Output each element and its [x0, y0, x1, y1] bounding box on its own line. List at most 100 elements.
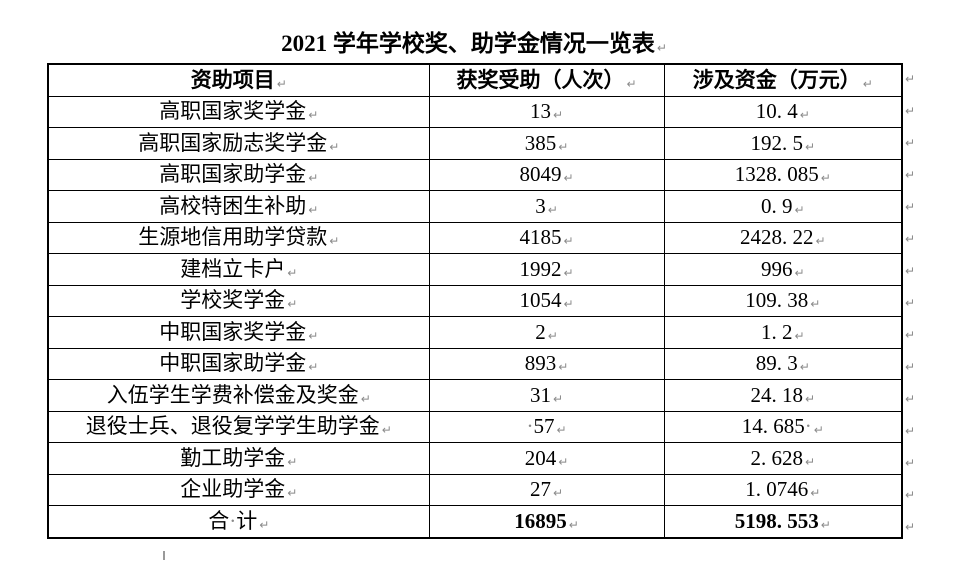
table-row: 高职国家励志奖学金 ↵ 385 ↵ 192. 5 ↵ — [47, 127, 903, 160]
item-cell-text: 中职国家奖学金 — [159, 319, 307, 344]
count-cell: 204 ↵ — [428, 442, 665, 475]
end-of-cell-icon: ↵ — [552, 108, 564, 123]
table-row: 中职国家助学金 ↵ 893 ↵ 89. 3 ↵ — [47, 347, 903, 380]
amount-cell-text: 192. 5 — [750, 130, 803, 155]
end-of-row-icon: ↵ — [905, 296, 916, 310]
table-row: 高职国家助学金 ↵ 8049 ↵ 1328. 085 ↵ — [47, 158, 903, 191]
amount-cell: 24. 18 ↵ — [663, 379, 903, 412]
table-row: 退役士兵、退役复学学生助学金 ↵ ·57 ↵ 14. 685· ↵ — [47, 410, 903, 443]
amount-cell-text: 109. 38 — [745, 288, 809, 313]
amount-cell-text: 5198. 553 — [734, 508, 819, 533]
end-of-row-icon: ↵ — [905, 456, 916, 470]
end-of-cell-icon: ↵ — [558, 139, 569, 154]
end-of-cell-icon: ↵ — [563, 265, 574, 280]
table-row: 学校奖学金 ↵ 1054 ↵ 109. 38 ↵ — [47, 284, 903, 317]
item-cell: 中职国家奖学金 ↵ — [47, 316, 430, 349]
end-of-row-icon: ↵ — [905, 232, 916, 246]
item-cell-text: 企业助学金 — [180, 477, 286, 502]
count-cell-text: 1992 — [519, 256, 562, 281]
end-of-cell-icon: ↵ — [276, 76, 287, 91]
amount-cell-text: 10. 4 — [755, 99, 798, 124]
count-cell-text: 3 — [535, 193, 546, 218]
item-cell: 合·计 ↵ — [47, 505, 430, 538]
table-row: 入伍学生学费补偿金及奖金 ↵ 31 ↵ 24. 18 ↵ — [47, 379, 903, 412]
item-cell: 建档立卡户 ↵ — [47, 253, 430, 286]
page-title: 2021 学年学校奖、助学金情况一览表 ↵ — [47, 24, 901, 58]
table-body: 高职国家奖学金 ↵ 13 ↵ 10. 4 ↵ 高职国家励志奖学金 ↵ 385 ↵ 192. 5 ↵ 高职… — [47, 95, 903, 538]
count-cell-text: 8049 — [519, 162, 562, 187]
table-row: 合·计 ↵ 16895 ↵ 5198. 553 ↵ — [47, 505, 903, 538]
end-of-cell-icon: ↵ — [287, 265, 298, 280]
amount-cell-text: 14. 685· — [741, 414, 812, 439]
item-cell: 高职国家励志奖学金 ↵ — [47, 127, 430, 160]
item-cell: 学校奖学金 ↵ — [47, 284, 430, 317]
end-of-cell-icon: ↵ — [794, 202, 805, 217]
column-header-amount-label: 涉及资金（万元） — [692, 67, 861, 92]
amount-cell-text: 996 — [760, 256, 793, 281]
item-cell-text: 高职国家励志奖学金 — [138, 130, 328, 155]
end-of-cell-icon: ↵ — [862, 76, 873, 91]
item-cell-text: 建档立卡户 — [180, 256, 286, 281]
count-cell-text: 2 — [535, 319, 546, 344]
amount-cell: 1. 0746 ↵ — [663, 473, 903, 506]
amount-cell-text: 2428. 22 — [739, 225, 814, 250]
amount-cell-text: 1328. 085 — [734, 162, 819, 187]
end-of-cell-icon: ↵ — [563, 234, 574, 249]
end-of-cell-icon: ↵ — [329, 234, 340, 249]
end-of-cell-icon: ↵ — [547, 202, 558, 217]
count-cell: 1992 ↵ — [428, 253, 665, 286]
count-cell: ·57 ↵ — [428, 410, 665, 443]
end-of-row-icon: ↵ — [905, 520, 916, 534]
amount-cell-text: 2. 628 — [750, 445, 803, 470]
column-header-count: 获奖受助（人次） ↵ — [428, 63, 665, 97]
end-of-cell-icon: ↵ — [308, 328, 319, 343]
end-of-cell-icon: ↵ — [308, 171, 319, 186]
count-cell-text: 1054 — [519, 288, 562, 313]
end-of-cell-icon: ↵ — [810, 486, 821, 501]
count-cell: 4185 ↵ — [428, 221, 665, 254]
end-of-cell-icon: ↵ — [794, 265, 805, 280]
end-of-cell-icon: ↵ — [563, 171, 574, 186]
end-of-cell-icon: ↵ — [259, 517, 270, 532]
count-cell-text: 204 — [524, 445, 557, 470]
amount-cell: 2. 628 ↵ — [663, 442, 903, 475]
amount-cell: 1328. 085 ↵ — [663, 158, 903, 191]
cursor-mark — [163, 551, 165, 560]
item-cell-text: 合·计 — [208, 508, 258, 533]
table-row: 高职国家奖学金 ↵ 13 ↵ 10. 4 ↵ — [47, 95, 903, 128]
space-mark-icon: · — [804, 414, 812, 439]
item-cell: 入伍学生学费补偿金及奖金 ↵ — [47, 379, 430, 412]
table-row: 生源地信用助学贷款 ↵ 4185 ↵ 2428. 22 ↵ — [47, 221, 903, 254]
item-cell-text: 高职国家奖学金 — [159, 99, 307, 124]
column-header-item: 资助项目 ↵ — [47, 63, 430, 97]
space-mark-icon: · — [526, 414, 534, 439]
count-cell: 385 ↵ — [428, 127, 665, 160]
amount-cell: 2428. 22 ↵ — [663, 221, 903, 254]
count-cell-text: 13 — [529, 99, 551, 124]
column-header-count-label: 获奖受助（人次） — [456, 67, 625, 92]
table-row: 高校特困生补助 ↵ 3 ↵ 0. 9 ↵ — [47, 190, 903, 223]
item-cell: 生源地信用助学贷款 ↵ — [47, 221, 430, 254]
amount-cell-text: 1. 0746 — [745, 477, 809, 502]
end-of-cell-icon: ↵ — [558, 360, 569, 375]
amount-cell: 14. 685· ↵ — [663, 410, 903, 443]
item-cell-text: 学校奖学金 — [180, 288, 286, 313]
amount-cell: 5198. 553 ↵ — [663, 505, 903, 538]
count-cell: 2 ↵ — [428, 316, 665, 349]
count-cell-text: ·57 — [526, 414, 555, 439]
item-cell-text: 退役士兵、退役复学学生助学金 — [85, 414, 380, 439]
count-cell: 16895 ↵ — [428, 505, 665, 538]
table-row: 勤工助学金 ↵ 204 ↵ 2. 628 ↵ — [47, 442, 903, 475]
table-row: 中职国家奖学金 ↵ 2 ↵ 1. 2 ↵ — [47, 316, 903, 349]
item-cell: 高校特困生补助 ↵ — [47, 190, 430, 223]
end-of-row-icon: ↵ — [905, 168, 916, 182]
end-of-cell-icon: ↵ — [329, 139, 340, 154]
item-cell: 中职国家助学金 ↵ — [47, 347, 430, 380]
end-of-cell-icon: ↵ — [308, 108, 319, 123]
amount-cell-text: 1. 2 — [760, 319, 793, 344]
item-cell: 企业助学金 ↵ — [47, 473, 430, 506]
count-cell-text: 893 — [524, 351, 557, 376]
item-cell: 勤工助学金 ↵ — [47, 442, 430, 475]
count-cell: 1054 ↵ — [428, 284, 665, 317]
